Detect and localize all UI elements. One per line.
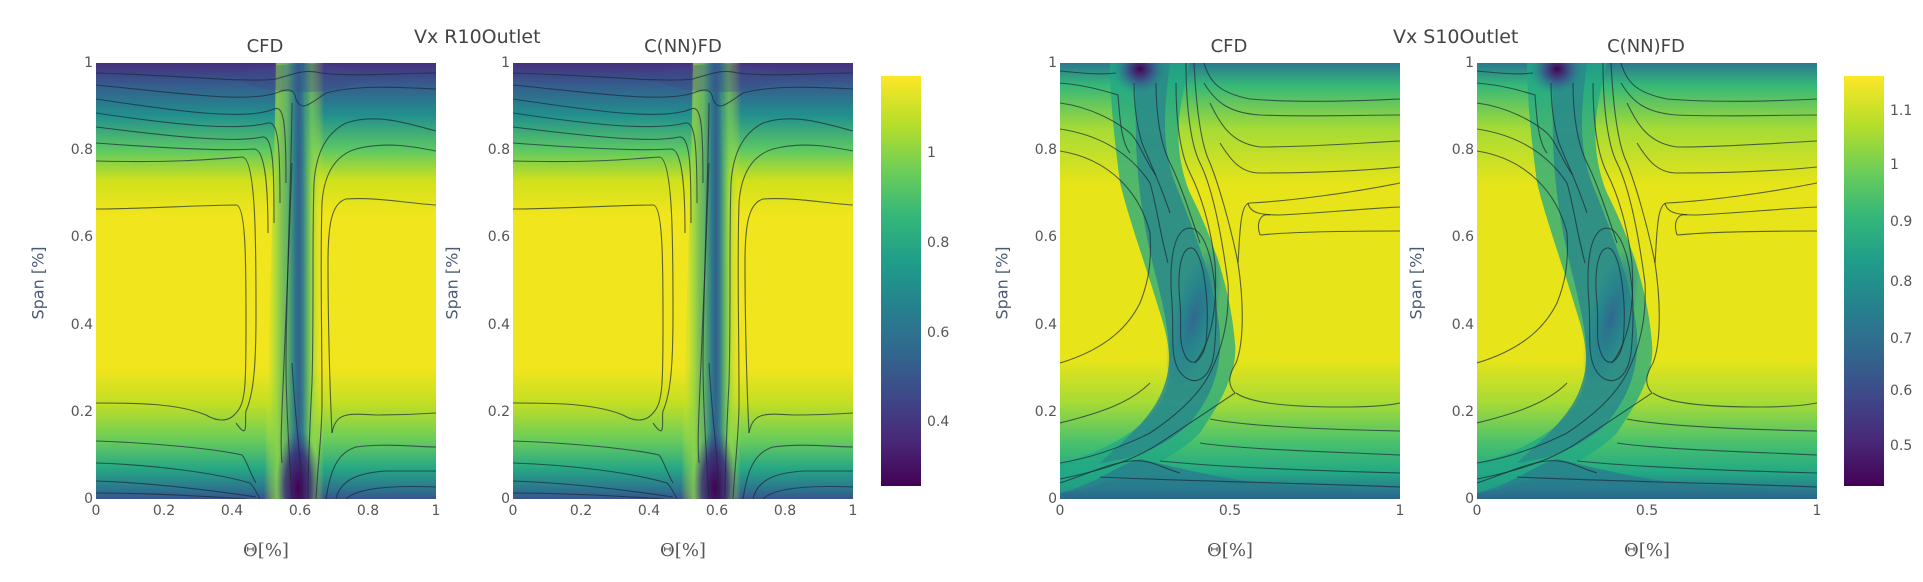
xtick: 1 xyxy=(848,503,858,519)
xtick: 0.8 xyxy=(356,503,380,519)
ytick: 0.8 xyxy=(70,142,93,158)
y-axis-label: Span [%] xyxy=(28,246,48,320)
contour-plot-r10-cfd xyxy=(96,63,436,499)
xtick: 1 xyxy=(431,503,441,519)
ytick: 1 xyxy=(1465,55,1474,71)
ytick: 0.4 xyxy=(70,317,93,333)
xtick: 0 xyxy=(1472,503,1482,519)
y-axis-label: Span [%] xyxy=(992,246,1012,320)
figure-title-s10: Vx S10Outlet xyxy=(1393,26,1519,48)
xtick: 0.5 xyxy=(1635,503,1659,519)
subplot-title-r10-cfd: CFD xyxy=(246,36,284,57)
colorbar-tick: 0.5 xyxy=(1890,438,1913,454)
figure-title-r10: Vx R10Outlet xyxy=(414,26,541,48)
xtick: 0.6 xyxy=(705,503,729,519)
colorbar-tick: 0.6 xyxy=(927,325,950,341)
xtick: 0.6 xyxy=(288,503,312,519)
xtick: 0.2 xyxy=(569,503,593,519)
colorbar-tick: 0.8 xyxy=(1890,274,1913,290)
colorbar-r10 xyxy=(881,76,921,486)
subplot-title-s10-cnnfd: C(NN)FD xyxy=(1607,36,1685,57)
heatmap-s10-cnnfd[interactable] xyxy=(1477,63,1817,499)
ytick: 0.2 xyxy=(1034,404,1057,420)
ytick: 0.4 xyxy=(487,317,510,333)
xtick: 0.2 xyxy=(152,503,176,519)
ytick: 0 xyxy=(1048,491,1057,507)
xtick: 1 xyxy=(1812,503,1822,519)
ytick: 0.2 xyxy=(70,404,93,420)
ytick: 0.2 xyxy=(1451,404,1474,420)
ytick: 1 xyxy=(84,55,93,71)
ytick: 0 xyxy=(84,491,93,507)
x-axis-label: Θ[%] xyxy=(1207,540,1253,561)
ytick: 0 xyxy=(501,491,510,507)
ytick: 0.2 xyxy=(487,404,510,420)
ytick: 0.8 xyxy=(1451,142,1474,158)
subplot-title-s10-cfd: CFD xyxy=(1210,36,1248,57)
ytick: 0.4 xyxy=(1034,317,1057,333)
xtick: 0.4 xyxy=(220,503,244,519)
ytick: 0.6 xyxy=(1451,229,1474,245)
colorbar-tick: 1 xyxy=(927,145,936,161)
ytick: 0 xyxy=(1465,491,1474,507)
ytick: 1 xyxy=(1048,55,1057,71)
x-axis-label: Θ[%] xyxy=(1624,540,1670,561)
colorbar-tick: 0.7 xyxy=(1890,331,1913,347)
xtick: 0 xyxy=(91,503,101,519)
contour-plot-s10-cfd xyxy=(1060,63,1400,499)
heatmap-r10-cnnfd[interactable] xyxy=(513,63,853,499)
colorbar-tick: 0.9 xyxy=(1890,214,1913,230)
y-axis-label: Span [%] xyxy=(442,246,462,320)
xtick: 0.5 xyxy=(1218,503,1242,519)
ytick: 0.6 xyxy=(1034,229,1057,245)
y-axis-label: Span [%] xyxy=(1406,246,1426,320)
xtick: 0.8 xyxy=(773,503,797,519)
ytick: 0.4 xyxy=(1451,317,1474,333)
xtick: 0.4 xyxy=(637,503,661,519)
colorbar-tick: 0.6 xyxy=(1890,383,1913,399)
contour-plot-s10-cnnfd xyxy=(1477,63,1817,499)
subplot-title-r10-cnnfd: C(NN)FD xyxy=(644,36,722,57)
ytick: 0.8 xyxy=(487,142,510,158)
xtick: 0 xyxy=(1055,503,1065,519)
colorbar-tick: 1.1 xyxy=(1890,103,1913,119)
colorbar-tick: 0.4 xyxy=(927,414,950,430)
ytick: 0.8 xyxy=(1034,142,1057,158)
x-axis-label: Θ[%] xyxy=(243,540,289,561)
heatmap-s10-cfd[interactable] xyxy=(1060,63,1400,499)
colorbar-tick: 1 xyxy=(1890,157,1899,173)
xtick: 0 xyxy=(508,503,518,519)
xtick: 1 xyxy=(1395,503,1405,519)
ytick: 1 xyxy=(501,55,510,71)
heatmap-r10-cfd[interactable] xyxy=(96,63,436,499)
colorbar-s10 xyxy=(1844,76,1884,486)
contour-plot-r10-cnnfd xyxy=(513,63,853,499)
ytick: 0.6 xyxy=(487,229,510,245)
ytick: 0.6 xyxy=(70,229,93,245)
colorbar-tick: 0.8 xyxy=(927,235,950,251)
x-axis-label: Θ[%] xyxy=(660,540,706,561)
